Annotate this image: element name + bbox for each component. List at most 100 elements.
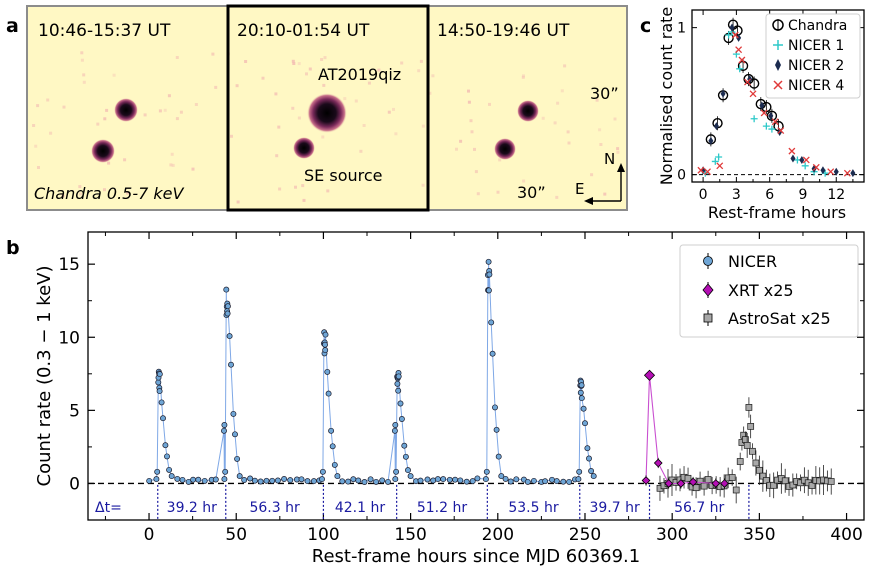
nicer-point [228, 361, 234, 368]
nicer4-point [777, 127, 785, 135]
x-tick-label: 100 [307, 525, 339, 545]
nicer-point [513, 476, 520, 483]
x-tick-label: 0 [699, 187, 708, 203]
nicer-point [166, 466, 173, 473]
nicer-point [524, 478, 531, 485]
nicer4-point [749, 90, 757, 98]
nicer-point [493, 426, 500, 433]
nicer-point [251, 477, 258, 484]
nicer-point [530, 477, 537, 484]
speckle [467, 89, 470, 93]
compass: N E [575, 150, 625, 205]
legend-astrosat-marker [703, 313, 713, 323]
nicer-point [485, 258, 492, 265]
se-source-label: SE source [304, 166, 382, 185]
speckle [79, 192, 82, 196]
nicer-point [331, 461, 338, 468]
nicer1-point [711, 157, 719, 165]
speckle [235, 84, 239, 88]
speckle [49, 131, 53, 135]
nicer-point [392, 422, 399, 428]
nicer-point [281, 476, 288, 482]
source-blob [114, 98, 138, 122]
nicer4-point [731, 31, 739, 39]
speckle [126, 191, 129, 195]
speckle [261, 76, 265, 80]
legend-astrosat: AstroSat x25 [728, 309, 831, 328]
panel-c-ticks: 0 3 6 9 12 0 1 [677, 10, 864, 203]
speckle [377, 68, 381, 72]
speckle [62, 105, 66, 109]
astrosat-point [749, 447, 756, 455]
nicer-point [221, 427, 227, 434]
legend-chandra: Chandra [788, 18, 847, 34]
astrosat-point [756, 466, 763, 474]
panel-b-ticks: 0 50 100 150 200 250 300 350 400 0 5 10 15 [58, 232, 864, 545]
panel-b-label: b [6, 237, 20, 259]
nicer-point [190, 476, 197, 483]
speckle [175, 117, 179, 121]
y-tick-label: 15 [58, 255, 80, 275]
astrosat-point [759, 472, 767, 480]
legend-xrt-marker [702, 283, 714, 297]
speckle [595, 98, 599, 102]
nicer4-point [771, 118, 779, 126]
nicer-point [395, 373, 402, 380]
nicer-point [232, 431, 238, 438]
speckle [476, 192, 480, 196]
astrosat-point [781, 477, 789, 485]
nicer4-point [697, 166, 705, 174]
speckle [301, 184, 305, 188]
nicer-point [446, 476, 453, 483]
nicer-point [179, 476, 186, 483]
nicer-point [156, 388, 163, 395]
speckle [394, 132, 398, 136]
nicer2-point [790, 154, 796, 163]
nicer-point [226, 333, 233, 340]
x-tick-label: 3 [732, 187, 741, 203]
interval-label: 39.2 hr [167, 500, 217, 516]
nicer-point [434, 476, 441, 483]
nicer-point [350, 476, 357, 483]
speckle [297, 116, 301, 120]
nicer1-point [768, 125, 776, 133]
interval-label: 56.3 hr [249, 500, 299, 516]
speckle [474, 170, 478, 174]
speckle [322, 83, 326, 87]
speckle [244, 60, 248, 63]
astrosat-point [736, 458, 744, 465]
nicer-point [401, 442, 408, 449]
nicer-point [392, 476, 399, 483]
nicer-point [407, 473, 414, 480]
speckle [603, 192, 607, 196]
panel-b-frame [87, 231, 865, 521]
nicer-point [566, 478, 573, 485]
panel-c: c 0 3 6 9 12 0 1 Rest-frame hours Normalised c… [640, 7, 865, 222]
xrt-point [653, 458, 663, 468]
nicer-point [391, 427, 398, 434]
x-tick-label: 9 [799, 187, 808, 203]
nicer4-point [802, 156, 810, 164]
nicer2-point [708, 136, 714, 145]
nicer-point [319, 468, 326, 475]
nicer-point [398, 416, 405, 422]
speckle [590, 173, 594, 177]
speckle [46, 98, 50, 102]
xrt-point [711, 479, 721, 488]
nicer-point [405, 467, 411, 474]
y-tick-label: 0 [69, 474, 80, 494]
speckle [112, 73, 116, 77]
speckle [392, 107, 395, 111]
nicer-point [322, 331, 329, 338]
nicer-point [224, 303, 231, 310]
speckle [82, 80, 86, 84]
interval-label: 39.7 hr [589, 500, 639, 516]
nicer-point [162, 442, 169, 449]
panel-b-marks [146, 258, 835, 504]
nicer-point [457, 477, 464, 484]
astrosat-point [827, 478, 835, 485]
tile-time-3: 14:50-19:46 UT [437, 21, 570, 41]
nicer-point [153, 476, 160, 483]
astrosat-point [747, 423, 755, 430]
nicer-point [155, 379, 162, 386]
